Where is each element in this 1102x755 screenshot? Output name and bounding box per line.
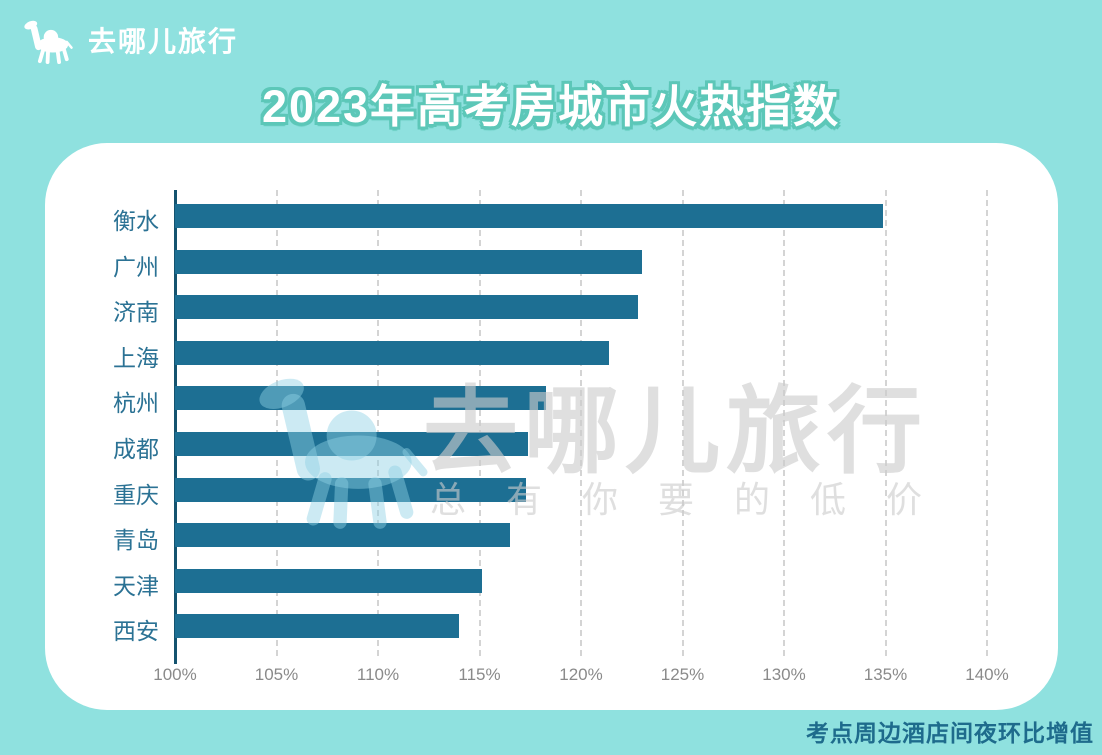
bar-重庆 <box>175 477 527 502</box>
category-label: 济南 <box>113 299 159 326</box>
category-label: 天津 <box>113 572 159 599</box>
category-label: 成都 <box>113 436 159 462</box>
camel-icon <box>24 20 73 64</box>
gridline <box>580 190 582 656</box>
category-label: 衡水 <box>113 208 159 234</box>
x-tick-label: 130% <box>762 665 806 684</box>
category-label: 西安 <box>113 618 159 645</box>
x-tick-label: 120% <box>559 665 603 684</box>
category-label: 青岛 <box>113 527 159 554</box>
category-label: 广州 <box>113 253 159 280</box>
category-label: 重庆 <box>113 481 159 508</box>
gridline <box>681 190 684 656</box>
bar-天津 <box>175 568 482 593</box>
bar-济南 <box>175 295 638 320</box>
category-label: 杭州 <box>113 390 159 417</box>
x-tick-label: 115% <box>458 665 501 684</box>
bar-西安 <box>175 614 460 639</box>
bar-chart: 100% 105% 110% 115% 120% 125% 130% 135% 140% 衡水广州… <box>45 143 1058 710</box>
y-axis-line <box>174 190 177 664</box>
category-label: 上海 <box>113 344 159 371</box>
x-tick-label: 135% <box>863 665 908 684</box>
bar-杭州 <box>175 386 547 411</box>
gridline <box>377 190 379 656</box>
page-title: 2023年高考房城市火热指数 <box>261 81 841 132</box>
x-tick-label: 140% <box>965 665 1009 684</box>
x-tick-label: 105% <box>254 665 299 684</box>
bar-成都 <box>175 432 529 456</box>
x-tick-label: 100% <box>153 665 197 684</box>
chart-footnote: 考点周边酒店间夜环比增值 <box>806 720 1094 746</box>
bar-衡水 <box>175 204 884 228</box>
chart-card: 100% 105% 110% 115% 120% 125% 130% 135% 140% 衡水广州… <box>45 143 1058 710</box>
gridline <box>986 190 988 656</box>
bar-广州 <box>175 249 642 274</box>
x-tick-label: 110% <box>356 665 400 684</box>
bar-青岛 <box>175 523 510 548</box>
gridline <box>275 190 278 656</box>
gridline <box>783 190 785 656</box>
gridline <box>884 190 887 656</box>
gridline <box>478 190 481 656</box>
brand-name: 去哪儿旅行 <box>88 26 239 57</box>
x-tick-label: 125% <box>660 665 705 684</box>
qunar-logo: 去哪儿旅行 <box>20 16 238 64</box>
bar-上海 <box>175 340 610 365</box>
header: 去哪儿旅行 2023年高考房城市火热指数 <box>0 0 1102 143</box>
